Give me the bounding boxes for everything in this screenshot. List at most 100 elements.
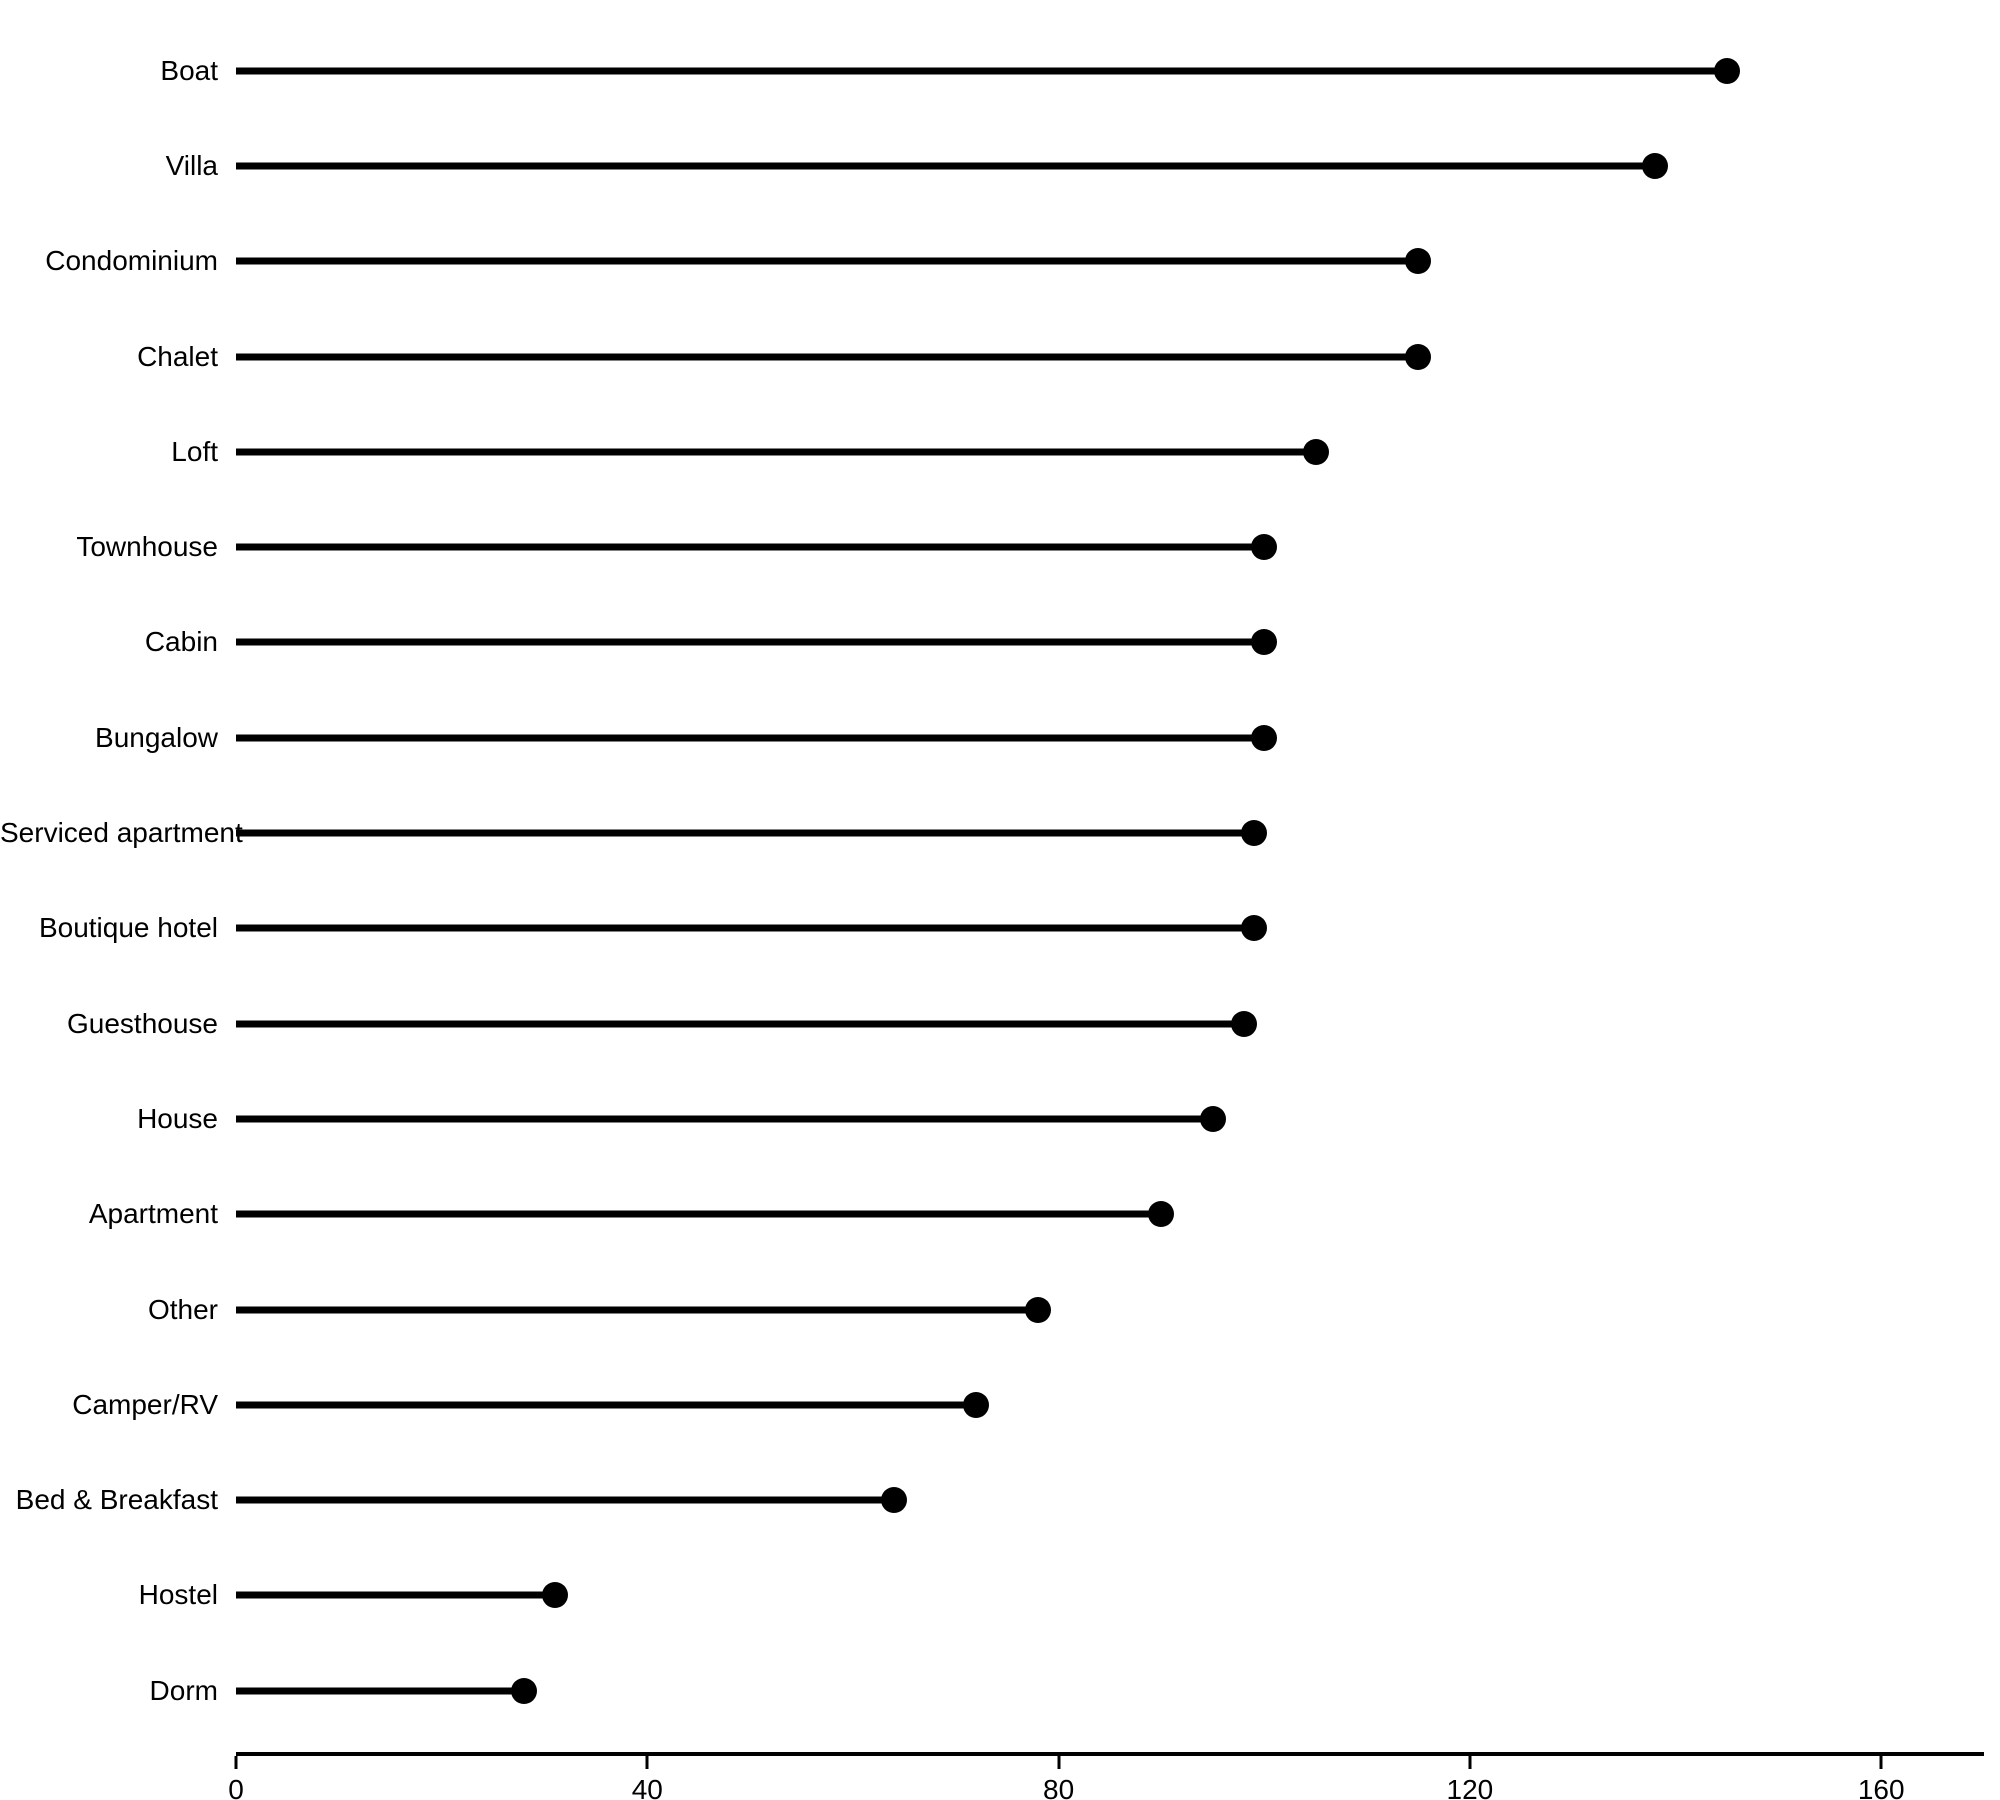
lollipop-dot — [1641, 152, 1668, 179]
lollipop-track — [236, 499, 1984, 594]
category-label: Camper/RV — [72, 1388, 218, 1420]
lollipop-stem — [236, 1496, 895, 1504]
lollipop-dot — [1199, 1105, 1226, 1132]
lollipop-row: Condominium — [0, 214, 2000, 309]
x-axis-tick — [1468, 1756, 1472, 1769]
x-axis-tick — [1057, 1756, 1061, 1769]
lollipop-row: Cabin — [0, 595, 2000, 690]
category-label: Dorm — [149, 1674, 218, 1706]
lollipop-stem — [236, 67, 1727, 75]
lollipop-track — [236, 1548, 1984, 1643]
lollipop-row: Boat — [0, 23, 2000, 118]
lollipop-row: Hostel — [0, 1548, 2000, 1643]
lollipop-dot — [1405, 343, 1432, 370]
category-label: Boutique hotel — [38, 912, 218, 944]
lollipop-row: Villa — [0, 118, 2000, 213]
lollipop-track — [236, 595, 1984, 690]
lollipop-stem — [236, 1687, 524, 1695]
category-label: Bed & Breakfast — [15, 1484, 218, 1516]
lollipop-row: Chalet — [0, 309, 2000, 404]
lollipop-stem — [236, 1401, 977, 1409]
lollipop-stem — [236, 257, 1419, 265]
lollipop-dot — [1302, 438, 1329, 465]
lollipop-row: Serviced apartment — [0, 785, 2000, 880]
x-axis-tick-label: 120 — [1446, 1774, 1494, 1800]
lollipop-track — [236, 404, 1984, 499]
lollipop-row: Loft — [0, 404, 2000, 499]
lollipop-track — [236, 690, 1984, 785]
x-axis-tick-label: 40 — [631, 1774, 663, 1800]
x-axis-tick-label: 0 — [228, 1774, 244, 1800]
lollipop-dot — [1251, 534, 1278, 561]
x-axis-line — [236, 1752, 1984, 1756]
category-label: Chalet — [137, 340, 218, 372]
category-label: Townhouse — [76, 531, 218, 563]
lollipop-track — [236, 976, 1984, 1071]
lollipop-stem — [236, 1306, 1039, 1313]
plot-rows: Boat Villa Condominium Chalet Loft Townhouse C… — [0, 23, 2000, 1738]
lollipop-track — [236, 1167, 1984, 1262]
lollipop-row: House — [0, 1071, 2000, 1166]
x-axis-tick-label: 80 — [1043, 1774, 1075, 1800]
lollipop-row: Other — [0, 1262, 2000, 1357]
x-axis-tick-label: 160 — [1857, 1774, 1905, 1800]
category-label: Apartment — [88, 1198, 218, 1230]
category-label: House — [137, 1102, 218, 1134]
lollipop-track — [236, 1357, 1984, 1452]
lollipop-dot — [510, 1677, 537, 1704]
x-axis-tick — [645, 1756, 649, 1769]
lollipop-row: Dorm — [0, 1643, 2000, 1738]
category-label: Loft — [171, 435, 218, 467]
lollipop-stem — [236, 353, 1419, 361]
lollipop-dot — [541, 1582, 568, 1609]
category-label: Bungalow — [95, 721, 218, 753]
lollipop-stem — [236, 1020, 1244, 1028]
lollipop-row: Boutique hotel — [0, 881, 2000, 976]
lollipop-dot — [1148, 1201, 1175, 1228]
lollipop-row: Bungalow — [0, 690, 2000, 785]
lollipop-dot — [1251, 724, 1278, 751]
lollipop-stem — [236, 638, 1265, 646]
lollipop-dot — [1025, 1296, 1052, 1323]
lollipop-dot — [1251, 629, 1278, 656]
lollipop-stem — [236, 734, 1265, 742]
lollipop-track — [236, 118, 1984, 213]
lollipop-track — [236, 1452, 1984, 1547]
category-label: Boat — [160, 54, 218, 86]
lollipop-dot — [1240, 915, 1267, 942]
lollipop-row: Apartment — [0, 1167, 2000, 1262]
lollipop-dot — [1230, 1010, 1257, 1037]
category-label: Other — [147, 1293, 218, 1325]
lollipop-dot — [963, 1391, 990, 1418]
lollipop-track — [236, 785, 1984, 880]
category-label: Villa — [165, 149, 218, 181]
lollipop-track — [236, 881, 1984, 976]
lollipop-stem — [236, 543, 1265, 551]
lollipop-stem — [236, 924, 1254, 932]
lollipop-row: Guesthouse — [0, 976, 2000, 1071]
lollipop-dot — [1405, 248, 1432, 275]
x-axis-tick — [234, 1756, 238, 1769]
lollipop-stem — [236, 162, 1655, 170]
lollipop-dot — [1240, 820, 1267, 847]
lollipop-stem — [236, 448, 1316, 456]
lollipop-track — [236, 214, 1984, 309]
lollipop-track — [236, 1071, 1984, 1166]
lollipop-track — [236, 1643, 1984, 1738]
lollipop-track — [236, 23, 1984, 118]
x-axis-tick — [1879, 1756, 1883, 1769]
lollipop-row: Camper/RV — [0, 1357, 2000, 1452]
lollipop-stem — [236, 829, 1254, 837]
lollipop-row: Townhouse — [0, 499, 2000, 594]
category-label: Condominium — [45, 245, 218, 277]
lollipop-dot — [881, 1487, 908, 1514]
lollipop-stem — [236, 1210, 1162, 1218]
lollipop-dot — [1713, 57, 1740, 84]
lollipop-track — [236, 309, 1984, 404]
lollipop-row: Bed & Breakfast — [0, 1452, 2000, 1547]
category-label: Hostel — [138, 1579, 218, 1611]
lollipop-track — [236, 1262, 1984, 1357]
category-label: Cabin — [144, 626, 218, 658]
lollipop-stem — [236, 1115, 1213, 1123]
